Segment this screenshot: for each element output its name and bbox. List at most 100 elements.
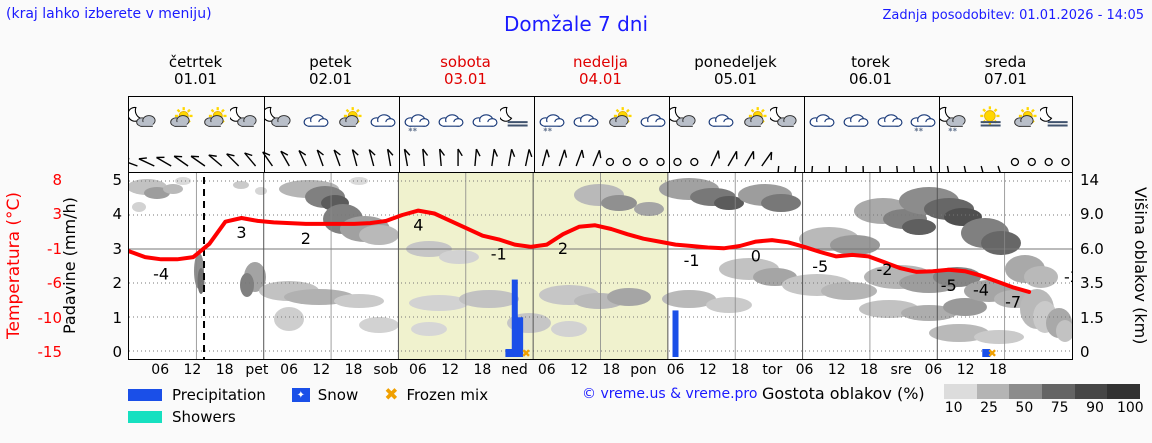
hour-label: 18 xyxy=(731,362,749,378)
hour-label: 18 xyxy=(860,362,878,378)
cloud-density-blob xyxy=(607,288,651,306)
cloud-density-blob xyxy=(929,324,989,342)
sun-cloud-icon xyxy=(332,99,366,139)
moon-cloud-snow-icon: ✱✱ xyxy=(939,99,973,139)
temperature-value-label: -4 xyxy=(153,264,169,283)
legend-showers-label: Showers xyxy=(172,408,236,426)
hour-label: 12 xyxy=(956,362,975,378)
day-date: 07.01 xyxy=(984,70,1027,88)
legend-showers: Showers xyxy=(128,408,236,426)
day-name: ponedeljek xyxy=(694,53,777,71)
density-step xyxy=(976,384,1010,399)
cloud-density-blob xyxy=(132,202,146,212)
density-step xyxy=(1042,384,1075,399)
cloud-density-blob xyxy=(359,225,399,245)
sun-fog-icon xyxy=(973,99,1007,139)
density-tick: 90 xyxy=(1086,400,1104,416)
density-step xyxy=(1009,384,1043,399)
day-separator xyxy=(399,140,400,172)
day-name: petek xyxy=(309,53,352,71)
cloud-snow-icon: ✱✱ xyxy=(905,99,939,139)
axis-label-cloud-height: Višina oblakov (km) xyxy=(1131,187,1150,345)
day-separator xyxy=(939,140,940,172)
temp-tick: 8 xyxy=(52,171,62,189)
day-name: nedelja xyxy=(572,53,628,71)
snow-marker xyxy=(982,349,991,357)
cloud-density-blob xyxy=(334,294,384,308)
day-date: 06.01 xyxy=(849,70,892,88)
hour-label: 12 xyxy=(183,362,202,378)
day-separator xyxy=(804,97,805,140)
svg-text:✱✱: ✱✱ xyxy=(948,127,957,133)
day-header-sreda: sreda 07.01 xyxy=(938,54,1073,88)
hour-label: sob xyxy=(373,362,399,378)
day-separator xyxy=(669,97,670,140)
sun-cloud-icon xyxy=(197,99,231,139)
day-separator xyxy=(804,140,805,172)
temperature-value-label: 3 xyxy=(236,223,246,242)
location-menu-note[interactable]: (kraj lahko izberete v meniju) xyxy=(6,6,212,22)
day-separator xyxy=(264,97,265,140)
precip-tick: 5 xyxy=(112,171,122,189)
cloud-density-blob xyxy=(175,177,191,185)
moon-fog-icon xyxy=(1040,99,1074,139)
hour-label: 12 xyxy=(312,362,331,378)
day-date: 04.01 xyxy=(579,70,622,88)
cloud-density-blob xyxy=(1056,320,1072,342)
hour-label: 12 xyxy=(441,362,460,378)
day-header-četrtek: četrtek 01.01 xyxy=(128,54,263,88)
moon-cloud-icon xyxy=(230,99,264,139)
temperature-value-label: -1 xyxy=(684,251,700,270)
hour-label: sre xyxy=(890,362,912,378)
cloud-density-blob xyxy=(411,322,447,336)
hour-label: tor xyxy=(762,362,783,378)
legend-frozen-mix: ✖ Frozen mix xyxy=(384,386,488,404)
temperature-value-label: -3 xyxy=(1064,267,1072,286)
temperature-value-label: 4 xyxy=(413,216,423,235)
cloud-density-ticks: 10 25 50 75 90 100 xyxy=(936,400,1148,416)
cloud-density-blob xyxy=(943,298,987,316)
temp-tick: -10 xyxy=(37,308,63,327)
page-title: Domžale 7 dni xyxy=(503,12,649,36)
temperature-value-label: -5 xyxy=(941,276,957,295)
hour-label: 12 xyxy=(827,362,846,378)
day-date: 02.01 xyxy=(309,70,352,88)
temp-tick: -1 xyxy=(47,239,62,258)
temperature-value-label: -5 xyxy=(812,257,828,276)
moon-fog-icon xyxy=(500,99,534,139)
day-separator xyxy=(399,97,400,140)
density-tick: 25 xyxy=(980,400,998,416)
cloud-density-blob xyxy=(459,290,519,308)
cloud-tick: 6.0 xyxy=(1080,239,1104,258)
cloud-density-blob xyxy=(240,273,254,297)
hour-label: 18 xyxy=(344,362,363,378)
cloud-density-blob xyxy=(551,321,587,337)
cloud-tick: 0 xyxy=(1080,343,1090,361)
precipitation-bar xyxy=(511,279,518,357)
day-separator xyxy=(534,140,535,172)
temperature-value-label: -2 xyxy=(876,260,892,279)
temperature-value-label: -1 xyxy=(491,244,507,263)
cloud-density-blob xyxy=(902,219,936,235)
day-header-ponedeljek: ponedeljek 05.01 xyxy=(668,54,803,88)
moon-cloud-icon xyxy=(770,99,804,139)
temp-tick: -15 xyxy=(37,343,63,361)
cloud-density-blob xyxy=(974,330,1024,344)
snow-marker xyxy=(505,349,514,357)
snow-icon: ✦ xyxy=(291,388,310,402)
day-date: 03.01 xyxy=(444,70,487,88)
precipitation-bar xyxy=(672,310,679,357)
legend: Precipitation ✦ Snow ✖ Frozen mix Shower… xyxy=(128,384,514,428)
temperature-value-label: 2 xyxy=(558,239,568,258)
cloud-icon xyxy=(467,99,501,139)
cloud-density-blob xyxy=(350,177,368,185)
cloud-density-blob xyxy=(197,268,205,294)
cloud-density-blob xyxy=(901,305,957,321)
precip-tick: 2 xyxy=(112,274,122,293)
temperature-line xyxy=(129,208,1032,294)
copyright[interactable]: © vreme.us & vreme.pro xyxy=(582,386,758,402)
axis-label-precipitation: Padavine (mm/h) xyxy=(60,197,79,335)
frozen-mix-marker: ✖ xyxy=(988,347,997,359)
hour-label: pet xyxy=(245,362,269,378)
day-separator xyxy=(264,140,265,172)
